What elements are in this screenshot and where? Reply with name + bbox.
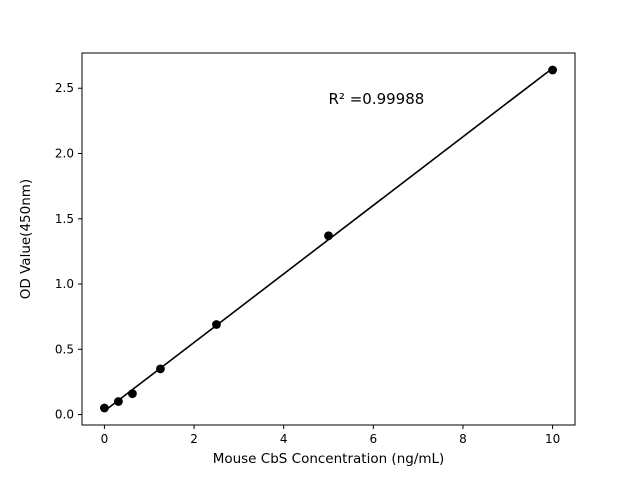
chart-geometry: 0 2 4 6 8 10 0.0 0.5 1.0 1.5 2.0 2.5 (55, 52, 576, 446)
x-axis-label: Mouse CbS Concentration (ng/mL) (213, 451, 445, 467)
data-point (100, 403, 109, 413)
y-tick-label: 1.5 (55, 212, 74, 226)
y-axis-label: OD Value(450nm) (18, 179, 34, 299)
data-point (212, 320, 221, 329)
y-tick-label: 2.5 (55, 81, 74, 95)
x-tick-label: 4 (280, 432, 288, 446)
x-tick-label: 6 (369, 432, 377, 446)
x-tick-label: 10 (545, 432, 560, 446)
data-point (114, 397, 123, 406)
y-tick-label: 0.0 (55, 408, 74, 422)
x-tick-label: 0 (101, 432, 109, 446)
data-point (156, 364, 165, 374)
y-tick-label: 2.0 (55, 147, 74, 161)
data-point (324, 231, 333, 241)
y-tick-label: 0.5 (55, 342, 74, 356)
data-point (128, 389, 137, 399)
data-point (548, 65, 557, 75)
x-tick-label: 8 (459, 432, 467, 446)
r-squared-annotation: R² =0.99988 (329, 90, 425, 108)
y-tick-label: 1.0 (55, 277, 74, 291)
x-tick-label: 2 (190, 432, 198, 446)
